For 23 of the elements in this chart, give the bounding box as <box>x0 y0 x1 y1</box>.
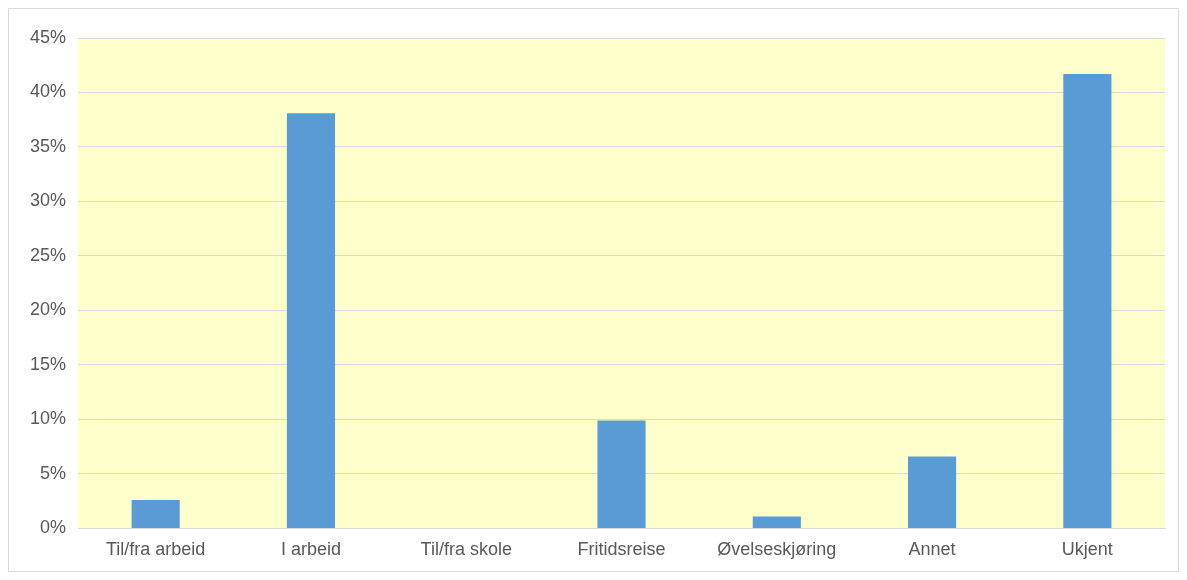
x-tick-label: Ukjent <box>1061 539 1113 560</box>
bar <box>752 516 801 528</box>
y-tick-label: 45% <box>30 26 67 47</box>
bar <box>1063 73 1112 528</box>
y-tick-label: 35% <box>30 135 67 156</box>
bar <box>131 500 180 528</box>
bar <box>286 113 336 528</box>
x-tick-label: Fritidsreise <box>577 539 666 560</box>
y-tick-label: 25% <box>30 244 67 265</box>
y-tick-label: 10% <box>30 408 67 429</box>
y-tick-label: 40% <box>30 81 67 102</box>
bar <box>908 456 957 528</box>
bar <box>597 420 646 528</box>
y-tick-label: 0% <box>40 517 67 538</box>
x-tick-label: Til/fra arbeid <box>105 539 206 560</box>
x-tick-label: Til/fra skole <box>420 539 512 560</box>
x-tick-label: Øvelseskjøring <box>717 539 837 560</box>
x-tick-label: Annet <box>908 539 956 560</box>
y-tick-label: 15% <box>30 353 67 374</box>
x-tick-label: I arbeid <box>280 539 341 560</box>
y-tick-label: 20% <box>30 299 67 320</box>
y-tick-label: 5% <box>40 462 67 483</box>
y-tick-label: 30% <box>30 190 67 211</box>
